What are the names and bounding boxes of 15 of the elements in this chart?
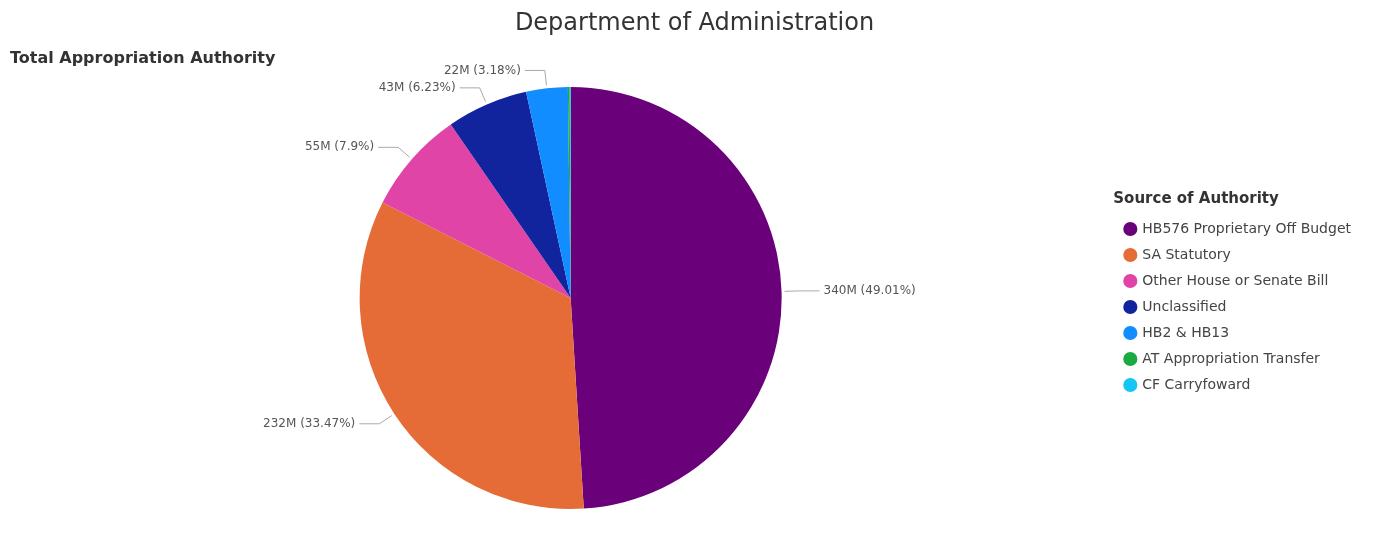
legend-label: SA Statutory [1142,245,1231,262]
legend-label: HB576 Proprietary Off Budget [1142,219,1352,236]
legend-label: Unclassified [1142,297,1227,314]
data-label: 22M (3.18%) [443,62,521,77]
data-label: 55M (7.9%) [304,139,375,154]
legend-label: AT Appropriation Transfer [1142,349,1321,366]
data-label: 340M (49.01%) [823,283,916,297]
chart-title: Department of Administration [513,8,876,36]
legend-label: HB2 & HB13 [1142,323,1230,340]
chart-subtitle: Total Appropriation Authority [10,48,276,67]
legend-title: Source of Authority [1113,189,1279,208]
data-label: 232M (33.47%) [263,415,356,430]
data-label: 43M (6.23%) [378,79,456,94]
legend-label: CF Carryfoward [1142,375,1251,392]
legend-label: Other House or Senate Bill [1142,271,1329,288]
